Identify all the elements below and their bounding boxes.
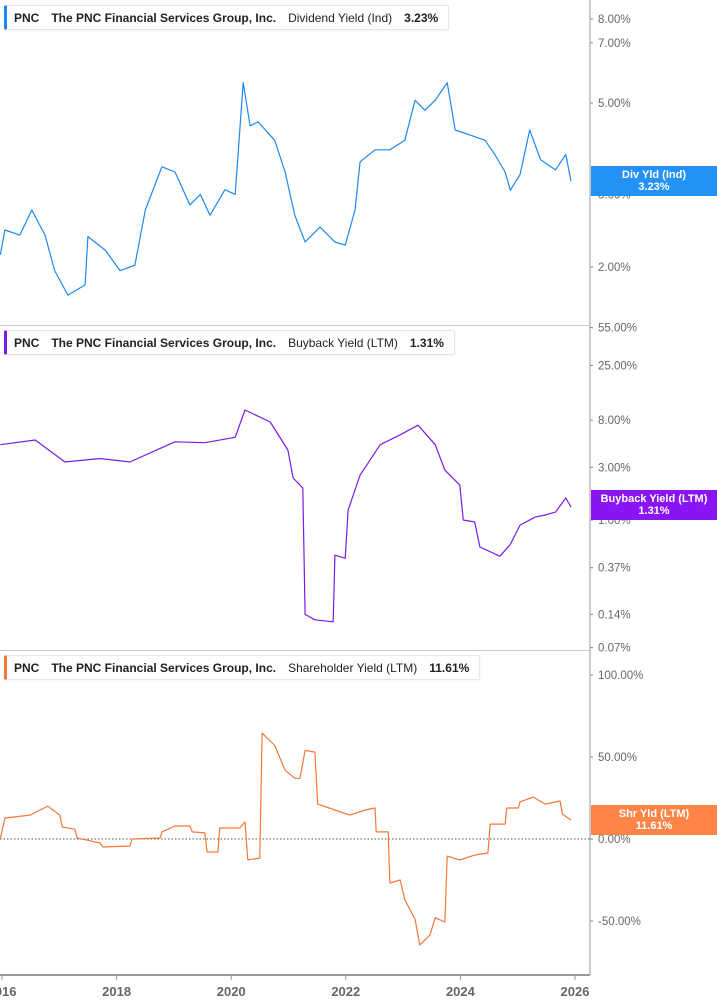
x-tick-label: 2020 (217, 984, 246, 999)
axes (0, 0, 593, 980)
series-line-buyback-yield-ltm- (0, 409, 572, 623)
legend-ticker: PNC (14, 10, 40, 25)
current-value-badge-shareholder: Shr Yld (LTM) 11.61% (591, 805, 717, 835)
y-tick-label: 5.00% (598, 98, 631, 110)
y-tick-label: 8.00% (598, 415, 631, 427)
series-line-shareholder-yield-ltm- (0, 732, 572, 946)
badge-value: 3.23% (638, 181, 670, 193)
y-tick-label: 2.00% (598, 262, 631, 274)
series-line-dividend-yield-ind- (0, 82, 572, 296)
y-tick-label: 0.00% (598, 834, 631, 846)
legend-metric: Buyback Yield (LTM) (288, 335, 398, 350)
y-tick-label: 7.00% (598, 38, 631, 50)
legend-metric: Shareholder Yield (LTM) (288, 660, 418, 675)
series-lines (0, 82, 572, 946)
legend-ticker: PNC (14, 335, 40, 350)
legend-company: The PNC Financial Services Group, Inc. (51, 335, 277, 350)
x-tick-label: 2018 (102, 984, 131, 999)
x-tick-label: 2016 (0, 984, 16, 999)
badge-label: Shr Yld (LTM) (618, 808, 690, 820)
legend-value: 3.23% (404, 10, 439, 25)
y-tick-label: 55.00% (598, 323, 637, 335)
legend-company: The PNC Financial Services Group, Inc. (51, 660, 277, 675)
x-tick-label: 2024 (446, 984, 476, 999)
legend-ticker: PNC (14, 660, 40, 675)
legend-shareholder-yield: PNC The PNC Financial Services Group, In… (4, 655, 481, 680)
y-tick-label: 0.14% (598, 609, 631, 621)
current-value-badge-buyback: Buyback Yield (LTM) 1.31% (591, 490, 717, 520)
legend-buyback-yield: PNC The PNC Financial Services Group, In… (4, 330, 455, 355)
y-tick-label: 25.00% (598, 360, 637, 372)
y-tick-label: -50.00% (598, 916, 641, 928)
y-tick-label: 8.00% (598, 14, 631, 26)
y-tick-label: 50.00% (598, 752, 637, 764)
badge-value: 1.31% (638, 505, 670, 517)
y-tick-label: 3.00% (598, 462, 631, 474)
legend-metric: Dividend Yield (Ind) (288, 10, 393, 25)
y-tick-label: 0.07% (598, 643, 631, 655)
current-value-badge-dividend: Div Yld (Ind) 3.23% (591, 166, 717, 196)
y-tick-label: 0.37% (598, 563, 631, 575)
badge-value: 11.61% (635, 820, 673, 832)
legend-company: The PNC Financial Services Group, Inc. (51, 10, 277, 25)
tick-labels: 8.00% 7.00% 5.00% 3.00% 2.00% 55.00% 25.00% 8.0… (0, 14, 643, 999)
badge-label: Buyback Yield (LTM) (600, 493, 708, 505)
badge-label: Div Yld (Ind) (622, 169, 686, 181)
x-tick-label: 2026 (561, 984, 590, 999)
x-tick-label: 2022 (331, 984, 360, 999)
legend-dividend-yield: PNC The PNC Financial Services Group, In… (4, 5, 450, 30)
legend-value: 11.61% (429, 660, 470, 675)
legend-value: 1.31% (409, 335, 444, 350)
y-tick-label: 100.00% (598, 670, 643, 682)
